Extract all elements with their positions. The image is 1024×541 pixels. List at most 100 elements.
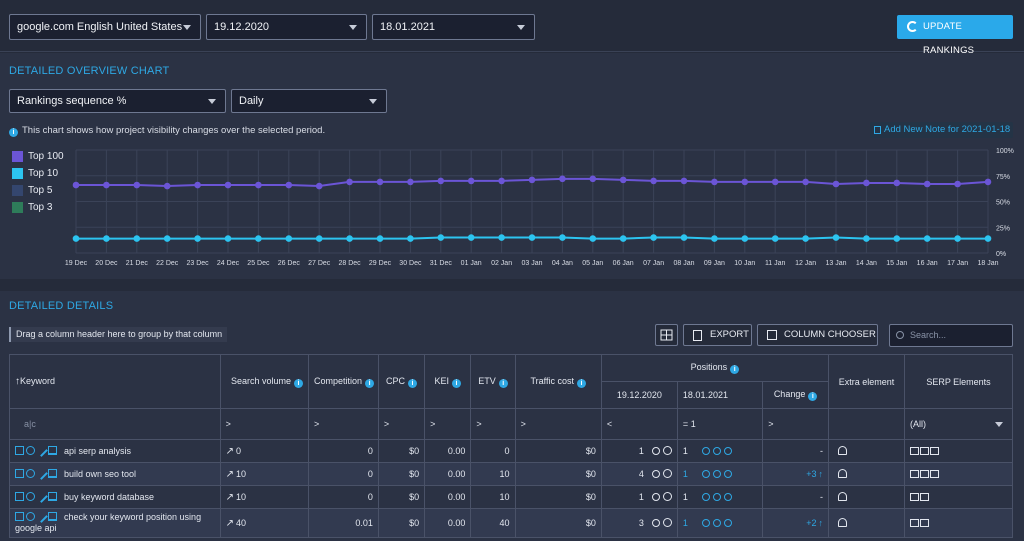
- search-icon[interactable]: [26, 512, 35, 521]
- competitor-icon[interactable]: [712, 519, 721, 527]
- serp-feature-icon[interactable]: [910, 493, 920, 501]
- serp-feature-icon[interactable]: [910, 470, 920, 478]
- featured-icon[interactable]: [837, 492, 847, 501]
- serp-filter[interactable]: (All): [904, 408, 1013, 440]
- column-header-cpc[interactable]: CPC i: [377, 354, 426, 409]
- date2-filter[interactable]: = 1: [676, 408, 764, 440]
- competitor-icon[interactable]: [712, 470, 721, 478]
- info-icon[interactable]: i: [576, 378, 586, 388]
- column-header-kei[interactable]: KEI i: [424, 354, 472, 409]
- add-to-group-icon[interactable]: [15, 446, 24, 455]
- change-filter[interactable]: >: [762, 408, 829, 440]
- info-icon[interactable]: i: [808, 392, 818, 401]
- column-header-volume[interactable]: Search volume i: [219, 354, 310, 409]
- chart-icon[interactable]: [48, 492, 57, 501]
- legend-item-top3[interactable]: Top 3: [12, 199, 64, 216]
- zoom-icon[interactable]: [723, 447, 732, 455]
- legend-item-top5[interactable]: Top 5: [12, 182, 64, 199]
- column-header-etv[interactable]: ETV i: [470, 354, 516, 409]
- date1-filter[interactable]: <: [600, 408, 678, 440]
- serp-view-icon[interactable]: [651, 519, 660, 527]
- info-icon[interactable]: i: [408, 378, 418, 388]
- link-icon[interactable]: [35, 510, 48, 523]
- info-icon[interactable]: i: [730, 365, 740, 374]
- serp-view-icon[interactable]: [651, 470, 660, 478]
- column-header-competition[interactable]: Competition i: [308, 354, 379, 409]
- table-row[interactable]: api serp analysis ↗ 0 0 $0 0.00 0 $0 1 1-: [9, 439, 1013, 463]
- search-icon[interactable]: [26, 446, 35, 455]
- add-to-group-icon[interactable]: [15, 492, 24, 501]
- column-header-date2[interactable]: 18.01.2021: [676, 381, 764, 409]
- metric-select[interactable]: Rankings sequence %: [9, 89, 226, 113]
- add-to-group-icon[interactable]: [15, 469, 24, 478]
- serp-view-icon[interactable]: [651, 447, 660, 455]
- legend-item-top10[interactable]: Top 10: [12, 165, 64, 182]
- link-icon[interactable]: [35, 467, 48, 480]
- add-to-group-icon[interactable]: [15, 512, 24, 521]
- serp-feature-icon[interactable]: [920, 519, 930, 527]
- date-to-select[interactable]: 18.01.2021: [372, 14, 535, 40]
- competitor-icon[interactable]: [662, 469, 672, 478]
- serp-view-icon[interactable]: [701, 519, 710, 527]
- search-icon[interactable]: [26, 469, 35, 478]
- serp-view-icon[interactable]: [701, 493, 710, 501]
- serp-feature-icon[interactable]: [910, 447, 920, 455]
- group-drop-area[interactable]: Drag a column header here to group by th…: [9, 327, 228, 342]
- zoom-icon[interactable]: [723, 470, 732, 478]
- serp-view-icon[interactable]: [701, 470, 710, 478]
- cpc-filter[interactable]: >: [377, 408, 426, 440]
- traffic-filter[interactable]: >: [514, 408, 602, 440]
- table-row[interactable]: check your keyword position using google…: [9, 508, 1013, 538]
- keyword-text[interactable]: api serp analysis: [64, 446, 132, 456]
- trend-icon[interactable]: ↗: [225, 468, 235, 480]
- serp-feature-icon[interactable]: [920, 493, 930, 501]
- link-icon[interactable]: [35, 490, 48, 503]
- column-chooser-button[interactable]: COLUMN CHOOSER: [757, 324, 878, 346]
- grid-settings-button[interactable]: [655, 324, 678, 346]
- competitor-icon[interactable]: [662, 446, 672, 455]
- keyword-text[interactable]: build own seo tool: [64, 469, 137, 479]
- column-header-date1[interactable]: 19.12.2020: [600, 381, 678, 409]
- etv-filter[interactable]: >: [470, 408, 516, 440]
- competitor-icon[interactable]: [662, 492, 672, 501]
- keyword-text[interactable]: check your keyword position using google…: [15, 512, 202, 533]
- chart-icon[interactable]: [48, 469, 57, 478]
- chart-icon[interactable]: [48, 512, 57, 521]
- info-icon[interactable]: i: [452, 378, 462, 388]
- info-icon[interactable]: i: [365, 378, 375, 388]
- search-icon[interactable]: [26, 492, 35, 501]
- chart-icon[interactable]: [48, 446, 57, 455]
- competitor-icon[interactable]: [712, 493, 721, 501]
- serp-feature-icon[interactable]: [910, 519, 920, 527]
- zoom-icon[interactable]: [723, 493, 732, 501]
- search-engine-select[interactable]: google.com English United States: [9, 14, 201, 40]
- competitor-icon[interactable]: [662, 518, 672, 527]
- period-select[interactable]: Daily: [231, 89, 387, 113]
- zoom-icon[interactable]: [723, 519, 732, 527]
- info-icon[interactable]: i: [498, 378, 508, 388]
- volume-filter[interactable]: >: [219, 408, 310, 440]
- table-row[interactable]: build own seo tool ↗ 10 0 $0 0.00 10 $0 4 1 +3 ↑: [9, 462, 1013, 486]
- competitor-icon[interactable]: [712, 447, 721, 455]
- keyword-text[interactable]: buy keyword database: [64, 492, 155, 502]
- legend-item-top100[interactable]: Top 100: [12, 148, 64, 165]
- add-note-button[interactable]: Add New Note for 2021-01-18: [870, 122, 1013, 138]
- date-from-select[interactable]: 19.12.2020: [206, 14, 367, 40]
- info-icon[interactable]: i: [294, 378, 304, 388]
- column-header-keyword[interactable]: ↑Keyword: [9, 354, 221, 409]
- featured-icon[interactable]: [837, 469, 847, 478]
- column-header-change[interactable]: Change i: [762, 381, 829, 409]
- keyword-filter[interactable]: a|c: [9, 408, 221, 440]
- link-icon[interactable]: [35, 444, 48, 457]
- serp-view-icon[interactable]: [701, 447, 710, 455]
- serp-feature-icon[interactable]: [920, 447, 930, 455]
- serp-feature-icon[interactable]: [930, 470, 940, 478]
- column-header-serp[interactable]: SERP Elements: [904, 354, 1013, 409]
- competition-filter[interactable]: >: [308, 408, 379, 440]
- serp-feature-icon[interactable]: [920, 470, 930, 478]
- featured-icon[interactable]: [837, 518, 847, 527]
- kei-filter[interactable]: >: [424, 408, 472, 440]
- trend-icon[interactable]: ↗: [225, 517, 235, 529]
- column-header-traffic-cost[interactable]: Traffic cost i: [514, 354, 602, 409]
- search-input[interactable]: Search...: [889, 324, 1013, 347]
